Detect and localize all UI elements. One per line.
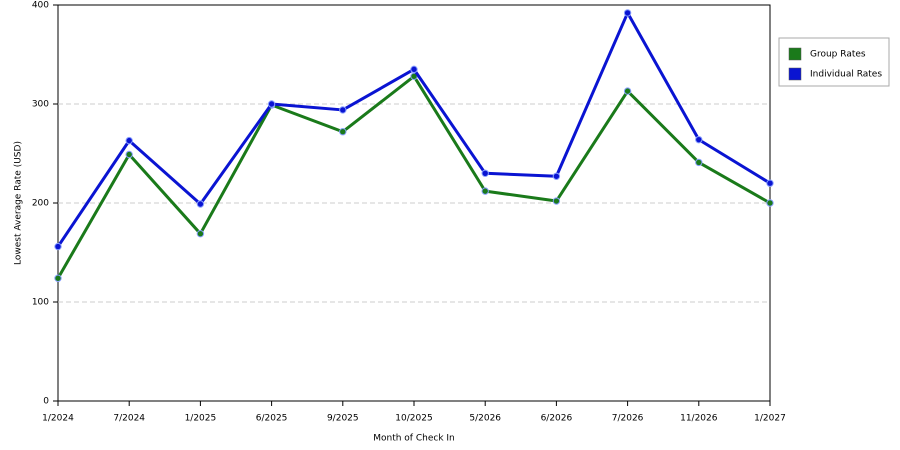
y-tick-label: 100 xyxy=(32,298,49,308)
y-tick-label: 0 xyxy=(43,397,49,407)
data-point xyxy=(695,158,703,167)
x-tick-label: 1/2025 xyxy=(185,414,217,424)
x-tick-label: 5/2026 xyxy=(469,414,501,424)
x-tick-label: 10/2025 xyxy=(395,414,432,424)
data-point xyxy=(196,229,205,238)
data-point xyxy=(125,150,133,159)
x-tick-label: 6/2026 xyxy=(541,414,573,424)
data-point xyxy=(54,242,62,251)
x-tick-label: 1/2027 xyxy=(754,414,786,424)
y-axis-title: Lowest Average Rate (USD) xyxy=(14,141,24,265)
data-point xyxy=(623,9,632,17)
data-point xyxy=(552,197,561,205)
x-axis-title: Month of Check In xyxy=(373,434,455,444)
data-point xyxy=(196,200,205,208)
y-tick-label: 200 xyxy=(32,199,49,209)
legend-swatch xyxy=(788,67,802,81)
data-point xyxy=(481,169,489,178)
data-point xyxy=(125,136,133,145)
x-tick-label: 11/2026 xyxy=(680,414,718,424)
data-point xyxy=(267,100,276,108)
y-tick-label: 400 xyxy=(32,1,49,11)
data-point xyxy=(766,179,774,187)
x-tick-label: 7/2024 xyxy=(113,414,145,424)
x-tick-label: 6/2025 xyxy=(256,414,288,424)
legend-swatch xyxy=(788,47,802,61)
legend-label: Group Rates xyxy=(810,50,866,60)
data-point xyxy=(339,106,347,114)
data-point xyxy=(766,199,774,207)
data-point xyxy=(695,135,703,144)
data-point xyxy=(339,128,347,136)
data-point xyxy=(552,172,561,180)
data-point xyxy=(410,65,418,74)
x-tick-label: 9/2025 xyxy=(327,414,359,424)
data-point xyxy=(54,274,62,282)
x-tick-label: 1/2024 xyxy=(42,414,74,424)
legend-label: Individual Rates xyxy=(810,70,882,80)
x-tick-label: 7/2026 xyxy=(612,414,644,424)
data-point xyxy=(623,87,632,95)
y-tick-label: 300 xyxy=(32,100,49,110)
data-point xyxy=(481,187,489,195)
